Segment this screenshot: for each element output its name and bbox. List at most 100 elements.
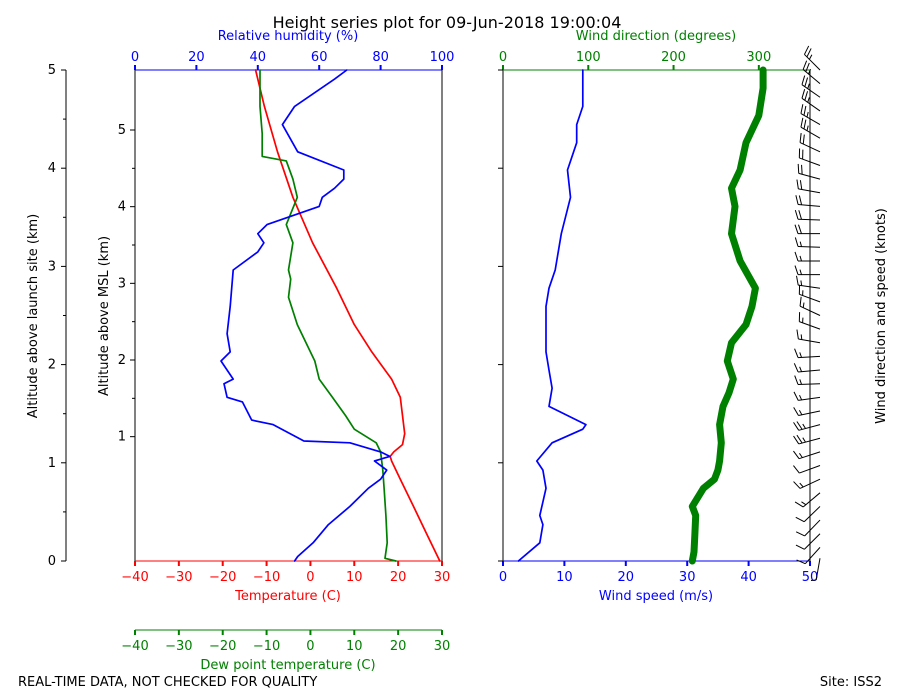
inner-altitude-tick-label: 4 [118, 200, 126, 215]
humidity-tick-label: 20 [188, 50, 205, 65]
temperature-axis-label: Temperature (C) [234, 589, 341, 604]
wind-barb-half-feather [800, 334, 803, 340]
wind-barb-staff [798, 369, 821, 373]
wind-barb-staff [798, 396, 821, 401]
wind-barb-feather [805, 62, 810, 72]
wind-barb-half-feather [799, 482, 804, 488]
wind-speed-axis-label: Wind speed (m/s) [599, 589, 713, 604]
wind-barb-staff [799, 293, 821, 303]
wind-barb [794, 492, 821, 508]
dewpoint-tick-label: 10 [346, 639, 363, 654]
wind-barb-feather [798, 210, 802, 220]
inner-altitude-tick-label: 3 [118, 276, 126, 291]
wind-barb [793, 391, 821, 401]
wind-barb-staff [798, 203, 821, 207]
wind-barb [794, 265, 820, 276]
wind-speed-tick-label: 50 [802, 570, 819, 585]
outer-altitude-tick-label: 0 [48, 554, 56, 569]
wind-barb-feather [796, 179, 799, 190]
wind-barb [793, 465, 821, 474]
wind-barb-staff [797, 246, 821, 248]
wind-barb-feather [796, 434, 803, 444]
temperature-tick-label: 30 [434, 570, 451, 585]
site-label: Site: ISS2 [820, 675, 882, 690]
wind-barb-feather [794, 251, 799, 262]
wind-barb-feather [794, 237, 799, 247]
wind-barb [793, 450, 821, 460]
wind-barb-staff [798, 410, 821, 417]
dewpoint-tick-label: −20 [209, 639, 236, 654]
wind-barb-staff [799, 305, 821, 316]
temperature-tick-label: −10 [253, 570, 280, 585]
inner-altitude-axis-label: Altitude above MSL (km) [97, 236, 112, 396]
humidity-axis-label: Relative humidity (%) [218, 29, 359, 44]
wind-barb-feather [797, 163, 800, 174]
wind-barb-staff [815, 558, 821, 581]
wind-barb-staff [802, 492, 821, 508]
wind-barb-half-feather [810, 579, 817, 582]
temperature-tick-label: 0 [306, 570, 314, 585]
outer-altitude-tick-label: 1 [48, 456, 56, 471]
wind-barb-staff [801, 97, 821, 112]
wind-direction-tick-label: 300 [746, 50, 771, 65]
wind-barb-staff [804, 547, 821, 565]
wind-barb-staff [798, 451, 821, 460]
wind-barb-feather [798, 224, 802, 234]
wind-barb-half-feather [799, 366, 803, 372]
inner-altitude-tick-label: 1 [118, 430, 126, 445]
wind-barb-feather [794, 501, 804, 508]
wind-direction-tick-label: 200 [661, 50, 686, 65]
wind-barb [800, 117, 821, 139]
wind-barb [795, 195, 821, 207]
wind-barb [795, 533, 821, 550]
wind-barb [796, 329, 821, 344]
wind-barb-feather [795, 516, 805, 523]
wind-barb-staff [800, 126, 821, 139]
wind-barb [795, 519, 821, 537]
left-plot-frame [134, 69, 443, 562]
wind-barb-staff [804, 54, 821, 71]
wind-barb [794, 210, 821, 221]
wind-barb [799, 296, 821, 316]
wind-barb-staff [799, 142, 821, 153]
wind-barb [796, 275, 821, 289]
wind-barb-feather [801, 75, 806, 85]
wind-barb-feather [795, 531, 805, 537]
wind-barb-staff [804, 533, 821, 550]
outer-altitude-tick-label: 3 [48, 259, 56, 274]
humidity-tick-label: 80 [372, 50, 389, 65]
wind-speed-tick-label: 40 [740, 570, 757, 585]
right-panel: 0 100 200 300 0 10 20 30 40 50 Wind direction (de… [498, 29, 889, 604]
temperature-series-line [254, 69, 441, 562]
temperature-tick-label: 20 [390, 570, 407, 585]
wind-barb-feather [794, 210, 799, 220]
wind-direction-tick-label: 100 [576, 50, 601, 65]
wind-barb-half-feather [807, 97, 810, 103]
left-panel: 0 20 40 60 80 100−40 −30 −20 −10 0 10 20 30−40 −30 −20… [26, 29, 454, 673]
wind-direction-series-line [688, 66, 767, 565]
wind-barb [793, 478, 821, 489]
wind-barb [794, 348, 821, 359]
wind-barb-feather [800, 104, 804, 114]
wind-barb-staff [798, 437, 821, 445]
wind-barb [798, 284, 821, 303]
wind-barb-feather [794, 224, 799, 234]
wind-barb-feather [799, 133, 802, 143]
wind-barb-half-feather [806, 125, 809, 131]
wind-speed-tick-label: 0 [499, 570, 507, 585]
wind-direction-axis-label: Wind direction (degrees) [576, 29, 736, 44]
wind-barb-staff [800, 113, 821, 125]
wind-barb-feather [802, 134, 805, 145]
wind-barb-feather [793, 363, 799, 373]
wind-barb-half-feather [800, 280, 803, 286]
wind-barb-half-feather [799, 394, 803, 401]
wind-barb-feather [803, 45, 810, 55]
wind-barb-staff [798, 338, 821, 344]
wind-barb-feather [796, 329, 799, 340]
wind-barb-feather [802, 60, 808, 70]
wind-barb [801, 89, 821, 112]
wind-barb-feather [796, 275, 799, 286]
wind-barb-half-feather [807, 83, 810, 89]
dewpoint-tick-label: −40 [121, 639, 148, 654]
wind-barb-feather [806, 48, 812, 58]
